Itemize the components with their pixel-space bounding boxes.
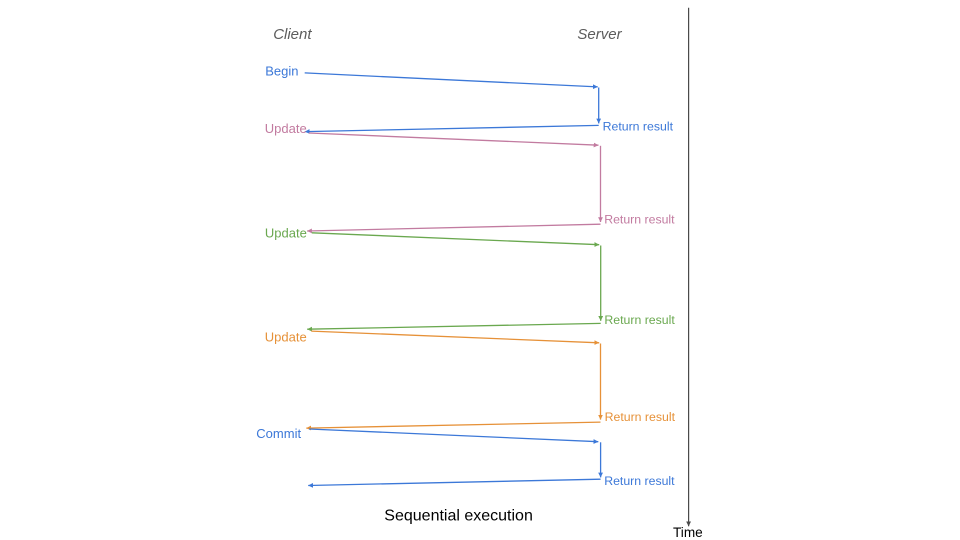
- svg-text:Commit: Commit: [256, 426, 301, 441]
- svg-text:Return result: Return result: [604, 474, 675, 488]
- svg-text:Return result: Return result: [604, 313, 675, 327]
- svg-text:Update: Update: [265, 329, 307, 344]
- svg-text:Begin: Begin: [265, 63, 298, 78]
- svg-text:Update: Update: [265, 226, 307, 241]
- svg-text:Sequential execution: Sequential execution: [384, 508, 533, 525]
- svg-text:Update: Update: [265, 121, 307, 136]
- svg-text:Client: Client: [273, 26, 312, 43]
- svg-text:Return result: Return result: [603, 120, 674, 134]
- svg-text:Return result: Return result: [604, 212, 675, 226]
- svg-text:Return result: Return result: [605, 410, 676, 424]
- svg-text:Server: Server: [577, 26, 622, 43]
- svg-text:Time: Time: [673, 525, 703, 540]
